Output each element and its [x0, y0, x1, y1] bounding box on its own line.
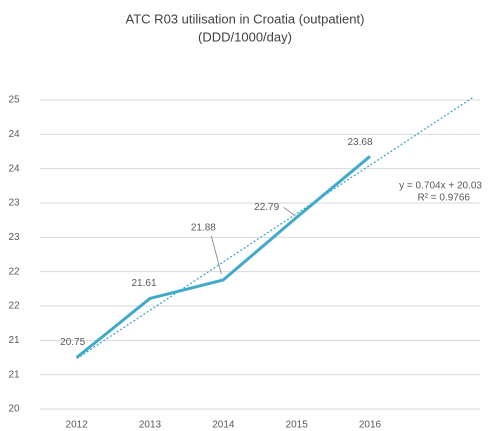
- data-label: 23.68: [347, 137, 372, 148]
- x-tick-label: 2016: [359, 420, 382, 431]
- y-tick-label: 22: [8, 266, 20, 277]
- y-tick-label: 25: [8, 95, 20, 106]
- data-line: [75, 155, 371, 359]
- leader-line: [283, 207, 295, 216]
- data-label: 21.88: [191, 223, 216, 234]
- trendline-equation: y = 0.704x + 20.03: [399, 181, 482, 192]
- chart-title: ATC R03 utilisation in Croatia (outpatie…: [126, 11, 365, 26]
- x-tick-label: 2013: [139, 420, 162, 431]
- chart-subtitle: (DDD/1000/day): [198, 29, 292, 44]
- x-tick-label: 2012: [66, 420, 89, 431]
- x-tick-label: 2015: [286, 420, 309, 431]
- x-tick-label: 2014: [212, 420, 235, 431]
- y-tick-label: 24: [8, 163, 20, 174]
- y-tick-label: 23: [8, 232, 20, 243]
- y-tick-label: 23: [8, 198, 20, 209]
- data-label: 21.61: [131, 278, 156, 289]
- y-tick-label: 24: [8, 129, 20, 140]
- data-label: 22.79: [254, 202, 279, 213]
- leader-line: [210, 235, 222, 275]
- y-tick-label: 22: [8, 301, 20, 312]
- y-tick-label: 21: [8, 369, 20, 380]
- y-tick-label: 21: [8, 335, 20, 346]
- data-label: 20.75: [60, 337, 85, 348]
- y-tick-label: 20: [8, 404, 20, 415]
- trendline: [76, 97, 474, 360]
- trendline-r2: R² = 0.9766: [417, 193, 470, 204]
